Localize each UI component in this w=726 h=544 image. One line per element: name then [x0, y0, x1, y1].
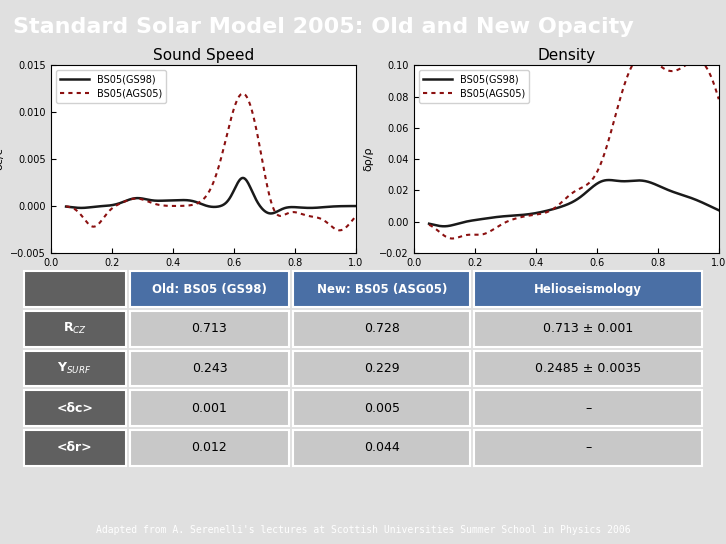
BS05(GS98)	[714, 207, 723, 213]
FancyBboxPatch shape	[130, 351, 289, 386]
FancyBboxPatch shape	[130, 311, 289, 347]
BS05(AGS05)	[476, 231, 485, 238]
FancyBboxPatch shape	[293, 391, 470, 426]
FancyBboxPatch shape	[293, 311, 470, 347]
Line: BS05(GS98): BS05(GS98)	[66, 178, 356, 213]
FancyBboxPatch shape	[293, 271, 470, 307]
BS05(AGS05)	[280, 212, 289, 218]
BS05(GS98)	[193, 199, 202, 206]
BS05(GS98)	[136, 195, 145, 201]
BS05(AGS05)	[136, 196, 145, 202]
FancyBboxPatch shape	[474, 311, 702, 347]
Text: R$_{CZ}$: R$_{CZ}$	[62, 322, 86, 336]
Legend: BS05(GS98), BS05(AGS05): BS05(GS98), BS05(AGS05)	[419, 70, 529, 103]
BS05(GS98)	[556, 203, 565, 210]
FancyBboxPatch shape	[293, 430, 470, 466]
FancyBboxPatch shape	[24, 311, 126, 347]
BS05(GS98)	[281, 205, 290, 211]
BS05(AGS05)	[256, 145, 264, 151]
Text: <δc>: <δc>	[56, 402, 93, 415]
BS05(AGS05)	[351, 213, 360, 220]
X-axis label: R/R☉: R/R☉	[552, 274, 581, 283]
BS05(GS98)	[425, 220, 433, 227]
BS05(GS98)	[113, 201, 122, 207]
BS05(AGS05)	[335, 227, 344, 233]
Text: 0.713 ± 0.001: 0.713 ± 0.001	[543, 323, 633, 335]
Text: 0.713: 0.713	[192, 323, 227, 335]
FancyBboxPatch shape	[24, 271, 126, 307]
FancyBboxPatch shape	[24, 430, 126, 466]
Text: 0.229: 0.229	[364, 362, 399, 375]
BS05(AGS05)	[644, 53, 653, 60]
Text: –: –	[585, 442, 592, 454]
Text: Y$_{SURF}$: Y$_{SURF}$	[57, 361, 92, 376]
BS05(AGS05)	[499, 220, 508, 226]
FancyBboxPatch shape	[24, 391, 126, 426]
Text: 0.243: 0.243	[192, 362, 227, 375]
Text: New: BS05 (ASG05): New: BS05 (ASG05)	[317, 283, 447, 295]
Text: 0.012: 0.012	[192, 442, 227, 454]
BS05(AGS05)	[640, 52, 648, 59]
BS05(AGS05)	[113, 202, 122, 208]
Text: 0.044: 0.044	[364, 442, 399, 454]
BS05(GS98)	[266, 210, 275, 217]
BS05(AGS05)	[596, 162, 605, 168]
Title: Sound Speed: Sound Speed	[152, 48, 254, 63]
BS05(AGS05)	[619, 86, 627, 92]
Text: 0.005: 0.005	[364, 402, 400, 415]
Y-axis label: δρ/ρ: δρ/ρ	[364, 147, 374, 171]
BS05(GS98)	[644, 178, 653, 185]
BS05(AGS05)	[238, 90, 247, 97]
FancyBboxPatch shape	[474, 351, 702, 386]
Text: –: –	[585, 402, 592, 415]
Text: 0.728: 0.728	[364, 323, 400, 335]
Text: Old: BS05 (GS98): Old: BS05 (GS98)	[152, 283, 267, 295]
BS05(GS98)	[596, 178, 605, 185]
Text: Standard Solar Model 2005: Old and New Opacity: Standard Solar Model 2005: Old and New O…	[13, 17, 634, 37]
Line: BS05(AGS05): BS05(AGS05)	[429, 55, 719, 238]
BS05(GS98)	[619, 178, 628, 184]
Title: Density: Density	[537, 48, 595, 63]
BS05(GS98)	[232, 181, 241, 188]
FancyBboxPatch shape	[474, 271, 702, 307]
FancyBboxPatch shape	[130, 271, 289, 307]
BS05(GS98)	[605, 177, 613, 183]
FancyBboxPatch shape	[474, 391, 702, 426]
Text: 0.2485 ± 0.0035: 0.2485 ± 0.0035	[535, 362, 641, 375]
BS05(AGS05)	[193, 200, 202, 207]
Text: Adapted from A. Serenelli's lectures at Scottish Universities Summer School in P: Adapted from A. Serenelli's lectures at …	[96, 524, 630, 535]
BS05(AGS05)	[425, 221, 433, 228]
BS05(AGS05)	[714, 96, 723, 102]
Text: 0.001: 0.001	[192, 402, 227, 415]
BS05(GS98)	[256, 203, 264, 209]
FancyBboxPatch shape	[24, 351, 126, 386]
BS05(AGS05)	[556, 200, 565, 206]
FancyBboxPatch shape	[293, 351, 470, 386]
BS05(GS98)	[239, 175, 248, 181]
BS05(GS98)	[62, 203, 70, 210]
Line: BS05(AGS05): BS05(AGS05)	[66, 94, 356, 230]
BS05(AGS05)	[448, 235, 457, 242]
BS05(AGS05)	[232, 97, 241, 104]
BS05(GS98)	[499, 213, 508, 220]
FancyBboxPatch shape	[474, 430, 702, 466]
BS05(AGS05)	[62, 203, 70, 209]
FancyBboxPatch shape	[130, 430, 289, 466]
Y-axis label: δc/c: δc/c	[0, 148, 4, 170]
Legend: BS05(GS98), BS05(AGS05): BS05(GS98), BS05(AGS05)	[56, 70, 166, 103]
BS05(GS98)	[476, 216, 485, 222]
BS05(GS98)	[440, 223, 449, 230]
FancyBboxPatch shape	[130, 391, 289, 426]
Text: <δr>: <δr>	[57, 442, 92, 454]
Line: BS05(GS98): BS05(GS98)	[429, 180, 719, 226]
BS05(GS98)	[351, 203, 360, 209]
X-axis label: R/R☉: R/R☉	[189, 274, 218, 283]
Text: Helioseismology: Helioseismology	[534, 283, 643, 295]
